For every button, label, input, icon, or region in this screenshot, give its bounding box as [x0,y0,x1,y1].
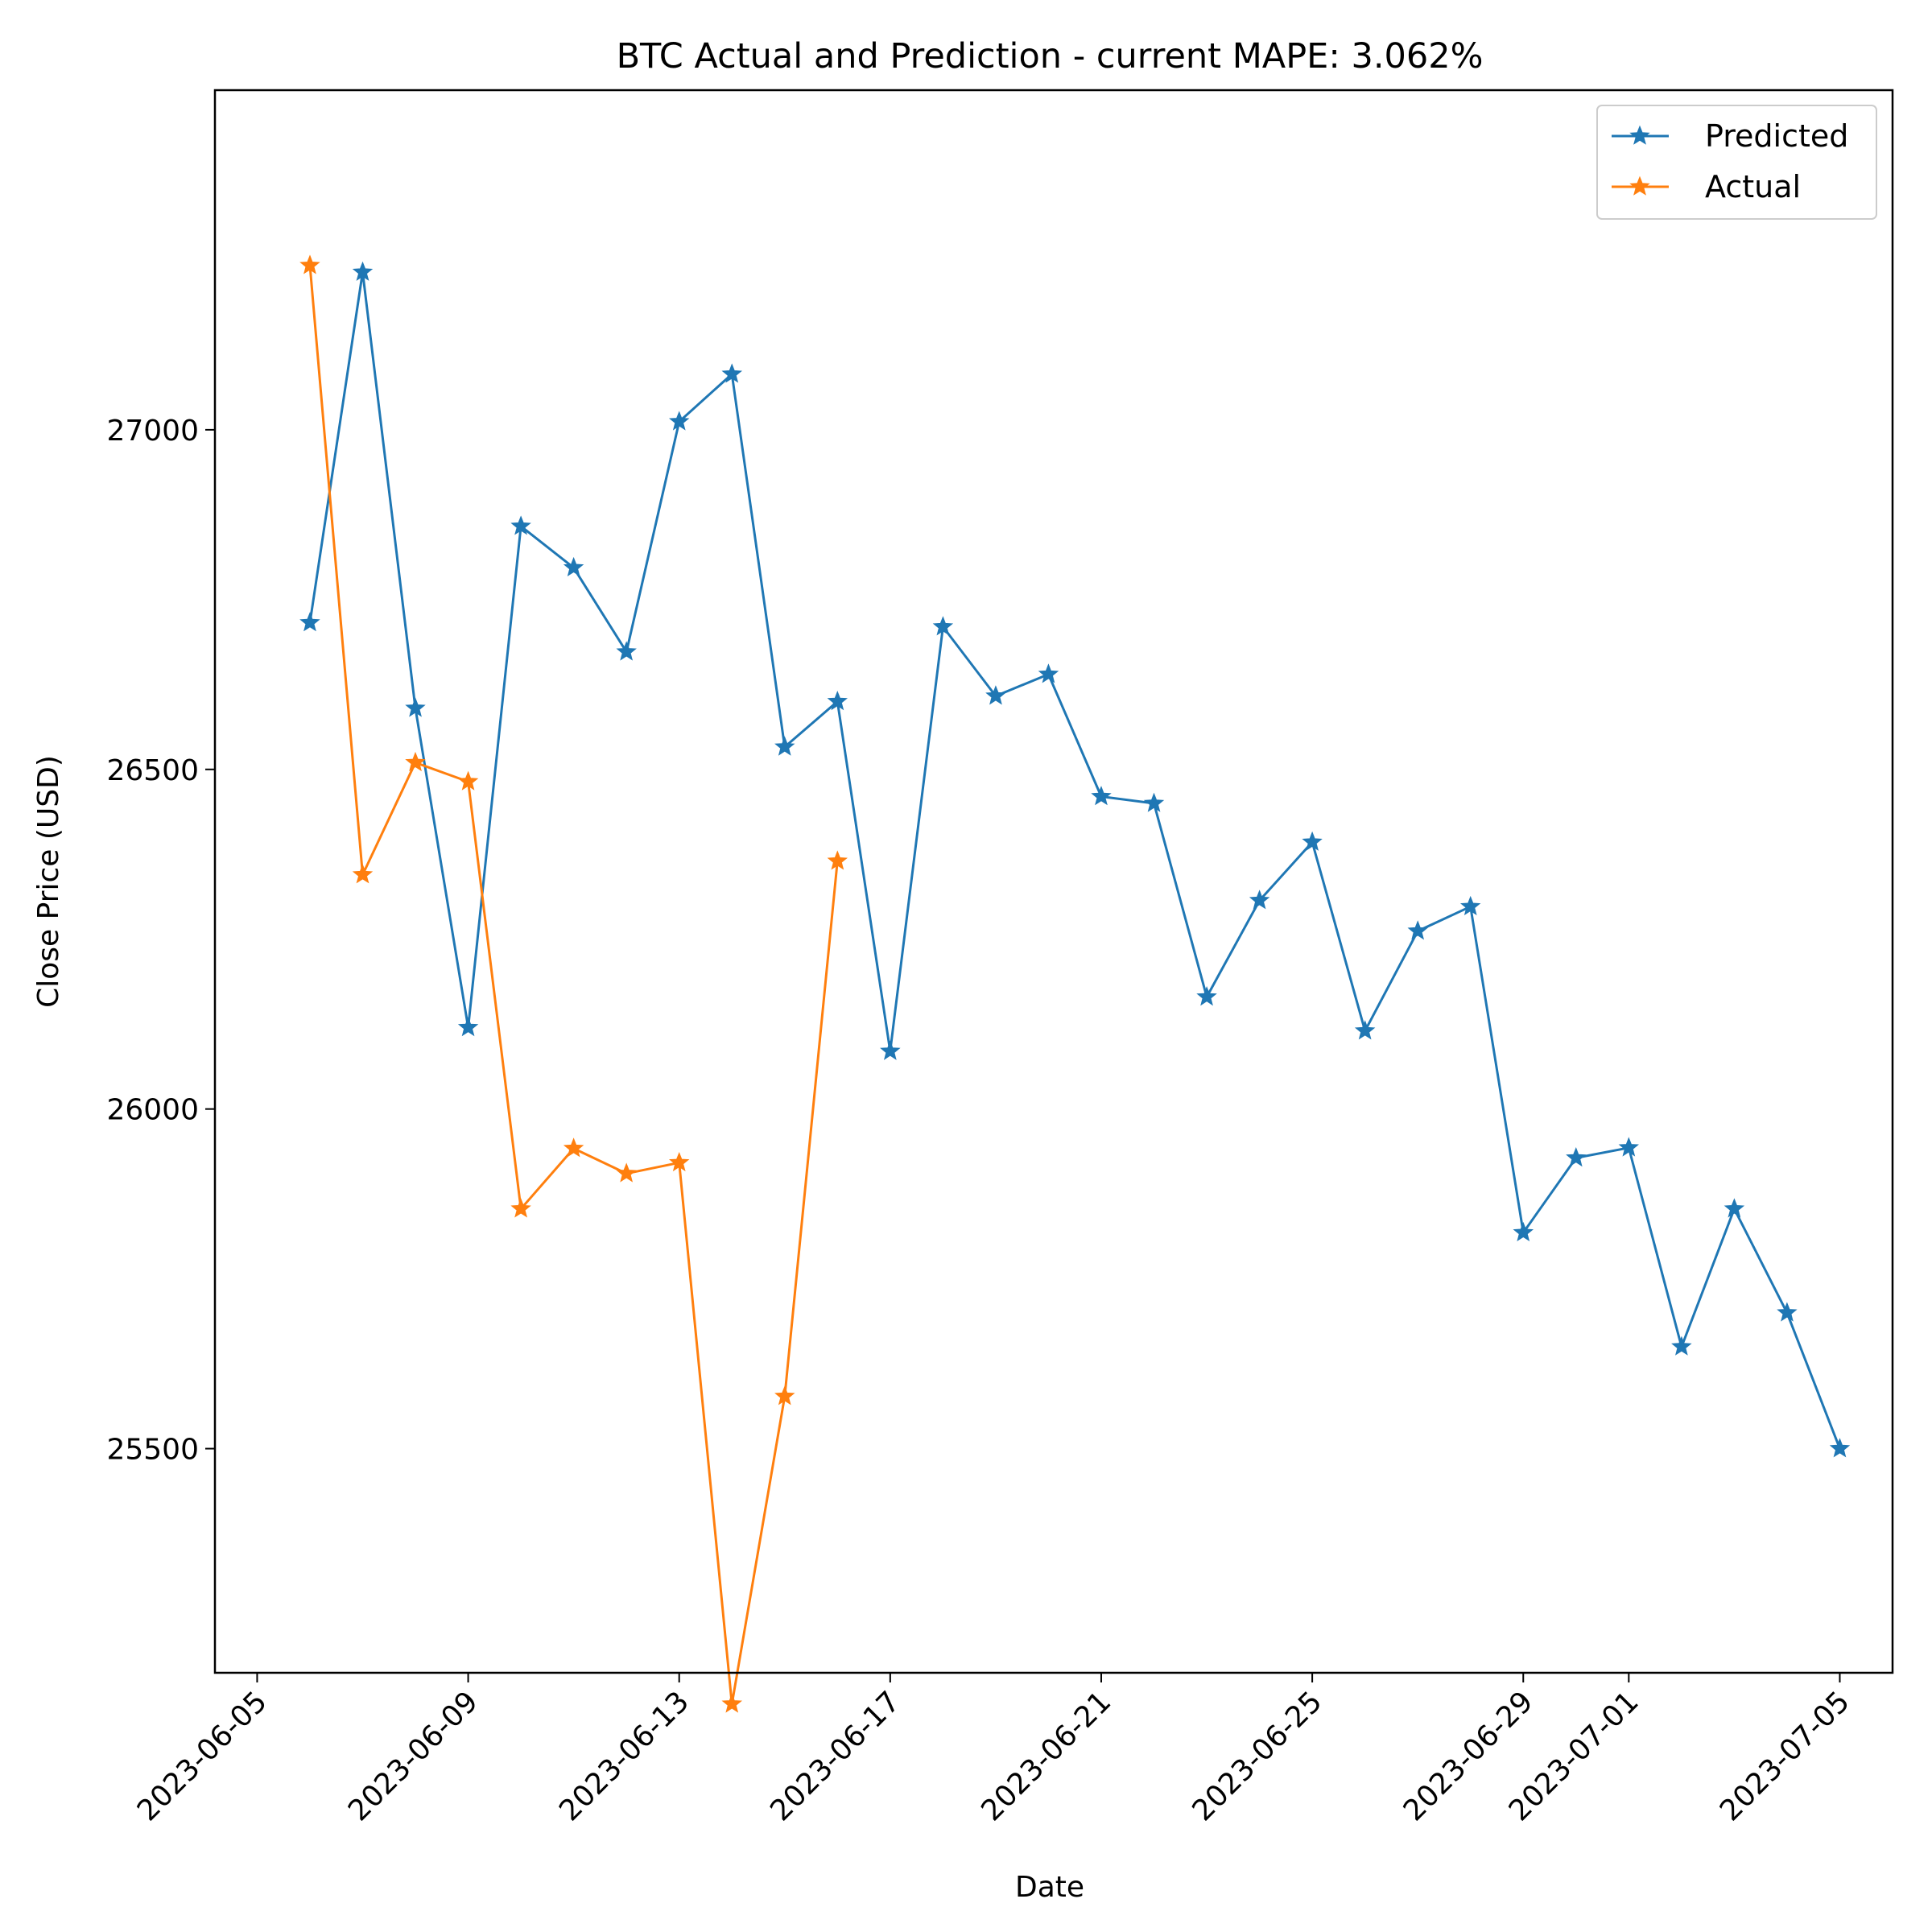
legend-label-actual: Actual [1705,169,1801,204]
series-layer [299,254,1851,1713]
data-point-predicted-10 [827,691,848,711]
data-point-predicted-25 [1618,1137,1639,1157]
data-point-predicted-19 [1302,831,1323,851]
data-point-predicted-29 [1829,1438,1851,1458]
data-point-predicted-7 [668,411,690,431]
legend: Predicted Actual [1596,105,1877,220]
data-point-predicted-1 [352,261,374,281]
data-point-actual-5 [563,1137,584,1158]
data-point-predicted-20 [1354,1020,1376,1040]
plot-frame [213,89,1894,1674]
legend-star-actual [1629,175,1650,196]
legend-label-predicted: Predicted [1705,118,1848,154]
series-line-predicted [308,270,1841,1450]
data-point-actual-8 [721,1693,743,1713]
data-point-actual-1 [352,864,374,884]
data-point-actual-2 [405,751,426,772]
y-axis: 25500 26000 26500 27000 [106,415,215,1467]
data-point-predicted-18 [1249,890,1270,910]
y-tick-label-3: 27000 [106,415,199,448]
data-point-predicted-28 [1777,1302,1798,1322]
data-point-predicted-26 [1671,1335,1692,1356]
data-point-predicted-3 [457,1017,479,1037]
data-point-predicted-27 [1724,1198,1745,1218]
data-point-actual-10 [827,850,848,870]
y-tick-label-1: 26000 [106,1094,199,1127]
data-point-predicted-2 [405,697,426,717]
data-point-actual-4 [510,1198,531,1218]
data-point-predicted-21 [1407,920,1428,940]
data-point-predicted-13 [985,685,1006,705]
chart-title: BTC Actual and Prediction - current MAPE… [617,36,1484,76]
data-point-predicted-15 [1091,786,1112,806]
data-point-actual-0 [299,254,320,275]
data-point-predicted-22 [1459,895,1481,916]
data-point-predicted-6 [616,641,637,661]
legend-box [1596,105,1877,220]
y-axis-label: Close Price (USD) [32,755,65,1008]
data-point-predicted-16 [1143,792,1165,812]
data-point-actual-9 [774,1385,795,1406]
data-point-predicted-4 [510,515,531,535]
data-point-predicted-24 [1566,1147,1587,1167]
data-point-actual-3 [457,770,479,791]
data-point-actual-6 [616,1162,637,1183]
data-point-predicted-5 [563,556,584,577]
y-tick-label-0: 25500 [106,1434,199,1467]
data-point-predicted-8 [721,363,743,383]
legend-marker-predicted [1629,125,1650,145]
data-point-predicted-23 [1513,1221,1534,1242]
x-axis-label: Date [1015,1871,1084,1904]
y-tick-label-2: 26500 [106,754,199,787]
data-point-predicted-14 [1038,663,1059,683]
data-point-predicted-17 [1196,986,1217,1006]
legend-star-predicted [1629,125,1650,145]
data-point-actual-7 [668,1151,690,1172]
legend-marker-actual [1629,175,1650,196]
data-point-predicted-0 [299,612,320,632]
data-point-predicted-11 [880,1040,901,1060]
data-point-predicted-12 [932,616,954,636]
data-point-predicted-9 [774,736,795,756]
